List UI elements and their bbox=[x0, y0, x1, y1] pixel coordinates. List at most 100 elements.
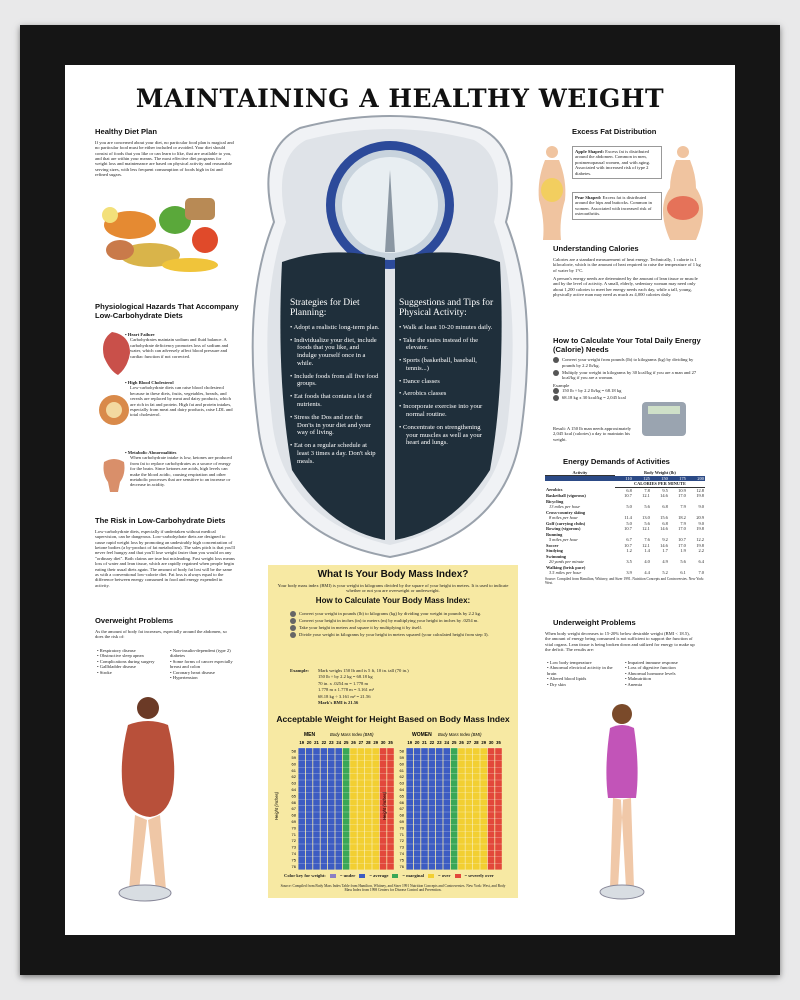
bmi-column-label: 19 bbox=[407, 740, 412, 745]
cell: 6.8 bbox=[662, 520, 668, 526]
panel-item: Aerobics classes bbox=[399, 390, 494, 398]
cell: 6.4 bbox=[698, 559, 705, 565]
weight: 200 bbox=[697, 475, 704, 481]
bmi-stripe bbox=[406, 748, 413, 870]
example-label: Example bbox=[553, 382, 570, 388]
heading: Excess Fat Distribution bbox=[572, 127, 657, 136]
step-number bbox=[290, 624, 296, 631]
activity-detail-row: 13 miles per hour 5.0 5.6 6.8 7.9 9.0 bbox=[545, 504, 705, 510]
cell: 17.0 bbox=[678, 542, 686, 548]
list-item: Respiratory disease bbox=[97, 648, 165, 653]
step: Multiply your weight in kilograms by 30 … bbox=[553, 369, 701, 381]
height-label: 68 bbox=[400, 813, 405, 818]
activity-row: Rowing (vigorous) 10.7 12.1 14.6 17.0 19.8 bbox=[545, 526, 705, 532]
panel-item: Concentrate on strengthening your muscle… bbox=[399, 424, 494, 447]
underweight: Underweight Problems When body weight dec… bbox=[545, 618, 695, 655]
cell: 12.8 bbox=[696, 487, 704, 493]
bmi-stripe bbox=[465, 748, 473, 870]
activity: Bicycling bbox=[546, 498, 564, 504]
list-col: Impaired immune responseLoss of digestiv… bbox=[625, 660, 700, 687]
cell: 9.5 bbox=[662, 487, 668, 493]
cell: 6.7 bbox=[626, 537, 632, 543]
height-label: 68 bbox=[292, 813, 297, 818]
calories: Understanding Calories Calories are a sta… bbox=[553, 244, 701, 301]
strategies-panel: Strategies for Diet Planning: Adopt a rea… bbox=[290, 298, 380, 470]
cell: 7.8 bbox=[644, 487, 650, 493]
bmi-stripe bbox=[305, 748, 313, 870]
height-label: 60 bbox=[400, 761, 405, 766]
height-label: 66 bbox=[400, 800, 405, 805]
cell: 12.2 bbox=[696, 537, 704, 543]
weight: 175 bbox=[679, 475, 686, 481]
cell: 17.0 bbox=[678, 493, 686, 499]
list-item: Malnutrition bbox=[625, 676, 700, 681]
activity-row: Running bbox=[545, 532, 705, 538]
panel-item: Incorporate exercise into your normal ro… bbox=[399, 403, 494, 419]
example-label: Example: bbox=[290, 668, 309, 673]
height-label: 72 bbox=[292, 838, 297, 843]
bmi-column-label: 29 bbox=[373, 740, 378, 745]
activity-row: Basketball (vigorous) 10.7 12.1 14.6 17.0 19.… bbox=[545, 493, 705, 499]
cell: 19.8 bbox=[696, 542, 704, 548]
height-label: 58 bbox=[292, 749, 297, 754]
activity-row: Soccer 10.7 12.1 14.6 17.0 19.8 bbox=[545, 543, 705, 549]
activity-panel: Suggestions and Tips for Physical Activi… bbox=[399, 298, 494, 452]
pear-note: Pear Shaped: Excess fat is distributed a… bbox=[572, 192, 662, 220]
bmi-stripe bbox=[413, 748, 421, 870]
bmi-column-label: 24 bbox=[336, 740, 341, 745]
step-text: Multiply your weight in kilograms by 30 … bbox=[562, 369, 697, 381]
energy: Energy Demands of Activities Activity Body… bbox=[545, 457, 705, 585]
example-line: 1.778 m x 1.778 m = 3.161 m² bbox=[318, 687, 375, 693]
panel-item: Stress the Dos and not the Don'ts in you… bbox=[290, 414, 380, 437]
paragraph: Low-carbohydrate diets, especially if un… bbox=[95, 528, 235, 588]
cell: 4.9 bbox=[662, 559, 668, 565]
activity-detail: 8 miles per hour bbox=[549, 515, 578, 521]
bmi-stripe bbox=[450, 748, 458, 870]
hazard-name: Heart Failure bbox=[125, 332, 235, 337]
list-item: Stroke bbox=[97, 670, 165, 675]
panel-item: Sports (basketball, baseball, tennis...) bbox=[399, 357, 494, 373]
panel-heading: Suggestions and Tips for Physical Activi… bbox=[399, 298, 494, 319]
bmi-stripe bbox=[428, 748, 436, 870]
cell: 10.7 bbox=[678, 537, 686, 543]
panel-item: Dance classes bbox=[399, 378, 494, 386]
cell: 18.2 bbox=[678, 515, 686, 521]
height-label: 73 bbox=[400, 845, 405, 850]
bmi-column-label: 26 bbox=[351, 740, 356, 745]
cell: 6.8 bbox=[626, 487, 632, 493]
height-label: 73 bbox=[292, 845, 297, 850]
heading: Understanding Calories bbox=[553, 244, 639, 253]
bmi-stripe bbox=[328, 748, 335, 870]
bmi-how: How to Calculate Your Body Mass Index: bbox=[315, 596, 471, 606]
bmi-stripe bbox=[473, 748, 480, 870]
bmi-column-label: 20 bbox=[415, 740, 420, 745]
activity-detail-row: 3.5 miles per hour 3.9 4.4 5.2 6.1 7.0 bbox=[545, 570, 705, 576]
chart-title: Acceptable Weight for Height Based on Bo… bbox=[276, 714, 510, 724]
bmi-stripe bbox=[421, 748, 428, 870]
unit: CALORIES PER MINUTE bbox=[614, 481, 705, 488]
bmi-column-label: 23 bbox=[437, 740, 442, 745]
step-text: Convert your weight in pounds (lb) to ki… bbox=[299, 611, 482, 616]
step: Divide your weight in kilograms by your … bbox=[290, 631, 490, 638]
key-swatch bbox=[428, 873, 435, 878]
bmi-column-label: 29 bbox=[481, 740, 486, 745]
bmi-stripe bbox=[495, 748, 502, 870]
apple-name: Apple Shaped: bbox=[575, 149, 604, 154]
energy-table: Activity Body Weight (lb) 110 125 150 175 200 C… bbox=[545, 469, 705, 576]
list-col: Respiratory diseaseObstructive sleep apn… bbox=[97, 648, 165, 675]
step-number bbox=[290, 611, 296, 617]
activity-detail-row: 8 miles per hour 11.4 13.0 15.6 18.2 20.9 bbox=[545, 515, 705, 521]
cell: 10.7 bbox=[624, 542, 632, 548]
hazard-text: Low-carbohydrate diets can raise blood c… bbox=[130, 385, 233, 418]
heading: How to Calculate Your Total Daily Energy… bbox=[553, 336, 701, 354]
key-entry: = severely over bbox=[464, 873, 494, 878]
list-item: Hypertension bbox=[170, 675, 238, 680]
example: Example: Mark weighs 150 lb and is 5 ft, … bbox=[290, 668, 490, 706]
activity: Studying bbox=[546, 548, 563, 554]
bmi-chart: MEN Body Mass Index (BMI) Height (inches) 1… bbox=[274, 732, 503, 870]
steps: Convert your weight in pounds (lb) to ki… bbox=[290, 611, 490, 639]
heading: Healthy Diet Plan bbox=[95, 127, 158, 136]
activity-detail: 3.5 miles per hour bbox=[549, 570, 582, 576]
cell: 7.9 bbox=[680, 520, 686, 526]
